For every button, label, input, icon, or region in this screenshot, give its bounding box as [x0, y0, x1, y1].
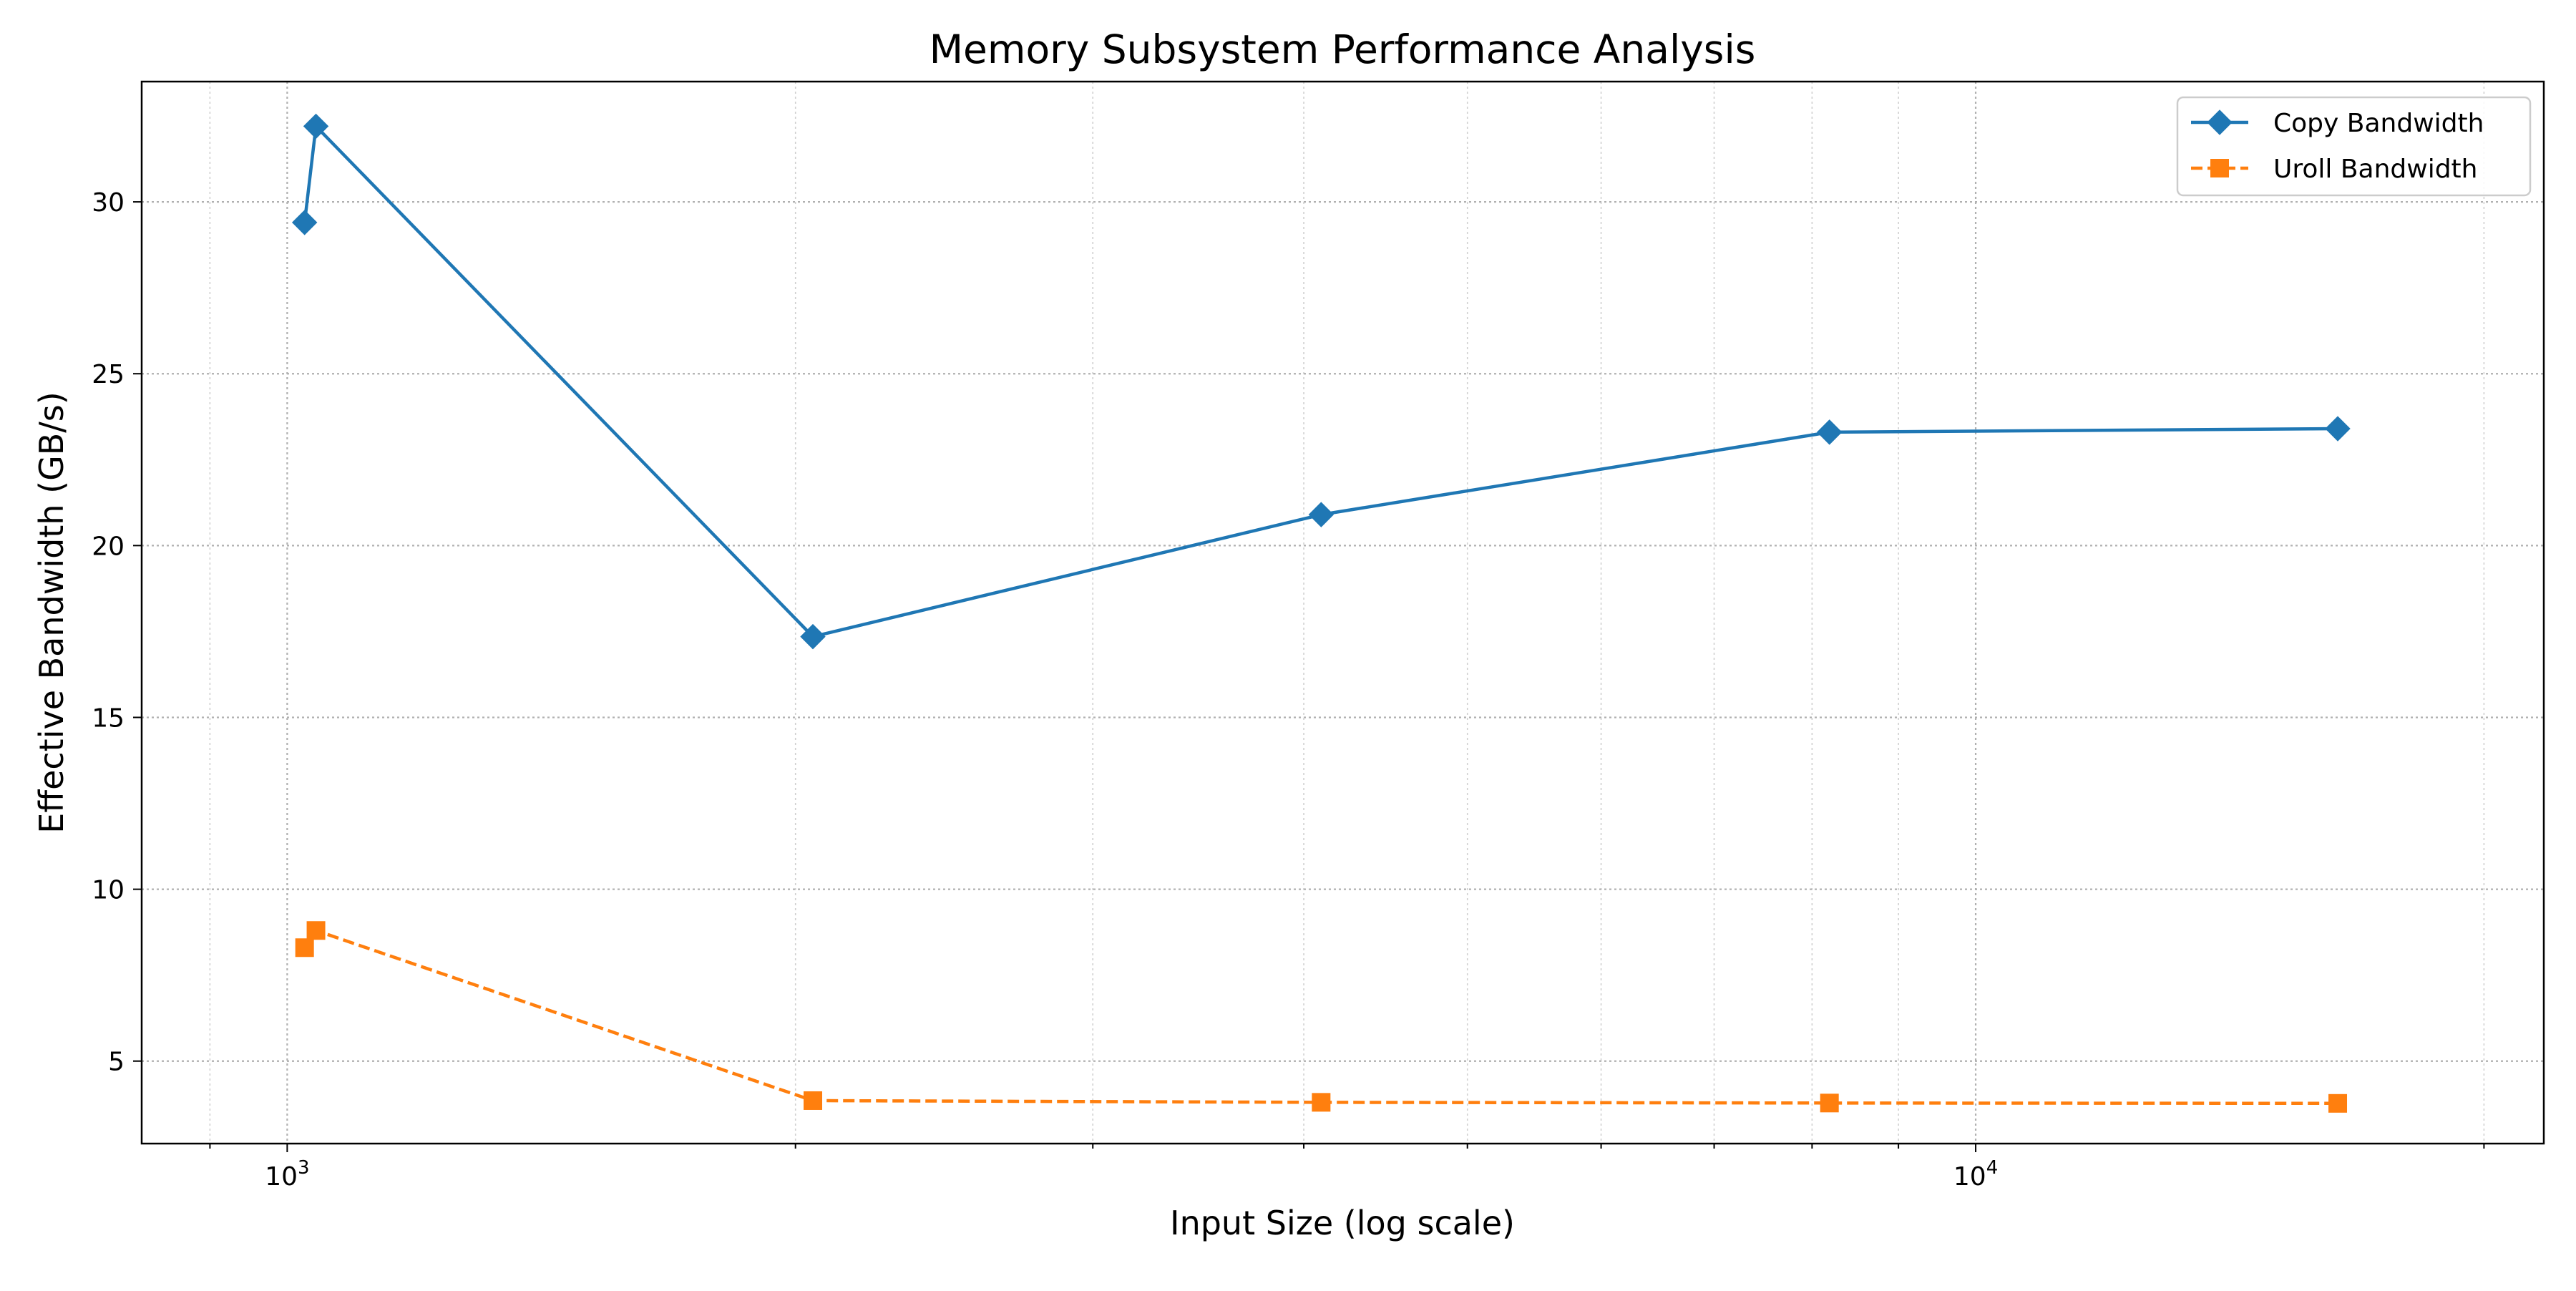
series-0 [291, 113, 2351, 650]
legend-label: Copy Bandwidth [2273, 109, 2484, 138]
data-point [291, 210, 318, 235]
legend-label: Uroll Bandwidth [2273, 155, 2478, 184]
legend: Copy Bandwidth Uroll Bandwidth [2176, 96, 2532, 197]
series-line [303, 125, 2338, 638]
x-axis-label: Input Size (log scale) [1170, 1204, 1515, 1242]
chart-title: Memory Subsystem Performance Analysis [930, 26, 1756, 72]
series-1 [295, 921, 2348, 1113]
axis-ticks: 103 104 5 10 15 20 25 30 [92, 188, 2485, 1192]
y-axis-label: Effective Bandwidth (GB/s) [32, 391, 71, 833]
data-point [306, 921, 326, 940]
legend-box [2176, 96, 2532, 197]
legend-marker [2207, 109, 2233, 135]
y-tick-label: 10 [92, 876, 125, 905]
legend-entry: Copy Bandwidth [2191, 109, 2484, 138]
x-tick-label: 103 [265, 1157, 309, 1192]
grid-lines [142, 82, 2544, 1144]
legend-marker [2210, 159, 2229, 177]
data-point [804, 1091, 823, 1110]
data-point [800, 623, 826, 650]
data-point [303, 113, 329, 140]
data-point [1308, 502, 1335, 527]
y-tick-label: 15 [92, 703, 125, 733]
y-tick-label: 25 [92, 360, 125, 389]
series-layer [291, 113, 2351, 1113]
data-point [1816, 419, 1843, 445]
y-tick-label: 20 [92, 532, 125, 561]
data-point [1820, 1093, 1839, 1113]
data-point [2325, 416, 2351, 442]
y-tick-label: 5 [108, 1048, 125, 1077]
plot-frame [140, 80, 2545, 1145]
data-point [2328, 1093, 2348, 1113]
x-tick-label: 104 [1953, 1157, 1998, 1192]
data-point [295, 938, 314, 958]
data-point [1312, 1093, 1331, 1112]
y-tick-label: 30 [92, 188, 125, 218]
legend-entry: Uroll Bandwidth [2191, 155, 2478, 184]
